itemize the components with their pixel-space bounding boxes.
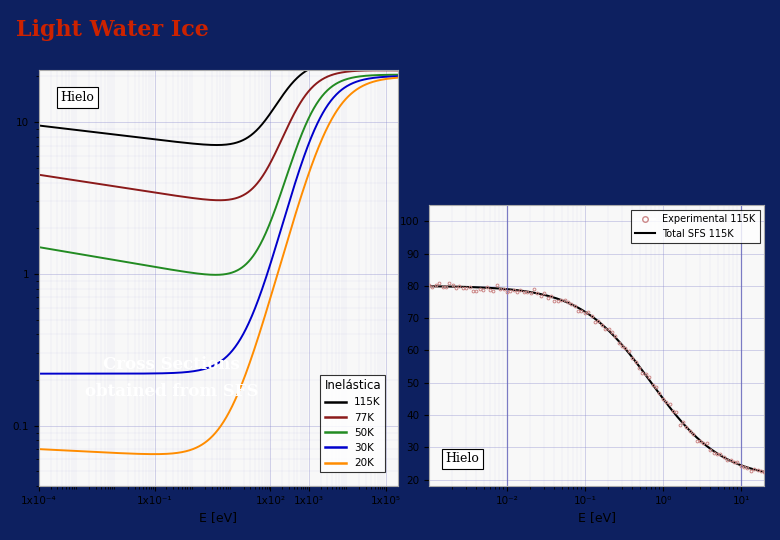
Experimental 115K	[628, 355, 637, 361]
77K	[56, 175, 66, 181]
115K	[307, 65, 316, 71]
30K	[393, 73, 402, 79]
115K	[212, 142, 222, 149]
50K	[264, 225, 273, 231]
77K	[264, 164, 273, 171]
115K	[56, 125, 66, 131]
X-axis label: E [eV]: E [eV]	[578, 511, 615, 524]
Experimental 115K	[760, 469, 769, 476]
20K	[56, 447, 66, 454]
Line: 115K: 115K	[39, 62, 398, 145]
Experimental 115K	[736, 463, 746, 470]
Total SFS 115K	[689, 431, 698, 437]
Text: Hielo: Hielo	[61, 91, 94, 104]
50K	[393, 71, 402, 78]
Experimental 115K	[424, 282, 434, 288]
20K	[393, 75, 402, 81]
115K	[393, 59, 402, 65]
77K	[377, 67, 386, 73]
30K	[34, 370, 44, 377]
20K	[307, 163, 316, 169]
Total SFS 115K	[659, 396, 668, 402]
30K	[343, 82, 353, 89]
77K	[344, 68, 353, 75]
77K	[34, 172, 44, 178]
Experimental 115K	[434, 280, 444, 287]
30K	[56, 370, 66, 377]
20K	[264, 302, 273, 309]
77K	[215, 197, 224, 204]
20K	[243, 365, 253, 372]
77K	[243, 189, 253, 195]
Legend: 115K, 77K, 50K, 30K, 20K: 115K, 77K, 50K, 30K, 20K	[321, 375, 385, 472]
Line: 20K: 20K	[39, 78, 398, 454]
Experimental 115K	[505, 287, 515, 294]
X-axis label: E [eV]: E [eV]	[200, 511, 237, 524]
20K	[344, 93, 353, 99]
115K	[264, 113, 273, 120]
Total SFS 115K	[487, 285, 496, 291]
Total SFS 115K	[775, 471, 780, 478]
30K	[307, 134, 316, 141]
50K	[243, 259, 253, 266]
115K	[354, 58, 363, 65]
Line: 30K: 30K	[39, 76, 398, 374]
115K	[34, 122, 44, 129]
30K	[243, 323, 252, 329]
50K	[211, 272, 220, 278]
Line: Total SFS 115K: Total SFS 115K	[429, 286, 780, 475]
77K	[253, 180, 262, 187]
50K	[307, 109, 316, 116]
50K	[56, 248, 66, 254]
50K	[34, 244, 44, 251]
20K	[34, 446, 44, 453]
Line: 77K: 77K	[39, 70, 398, 200]
Total SFS 115K	[424, 283, 434, 289]
Line: 50K: 50K	[39, 75, 398, 275]
30K	[263, 269, 272, 276]
115K	[253, 126, 262, 133]
115K	[243, 134, 253, 141]
Total SFS 115K	[515, 287, 524, 294]
Total SFS 115K	[583, 310, 593, 317]
20K	[150, 451, 159, 457]
50K	[344, 76, 353, 82]
30K	[252, 300, 261, 307]
77K	[307, 85, 316, 91]
Line: Experimental 115K: Experimental 115K	[427, 282, 766, 474]
Text: Light Water Ice: Light Water Ice	[16, 19, 208, 40]
20K	[253, 337, 262, 343]
50K	[253, 246, 262, 253]
Experimental 115K	[492, 282, 502, 289]
115K	[344, 58, 353, 65]
Text: Cross Sections
obtained from SFS: Cross Sections obtained from SFS	[85, 356, 258, 400]
Text: Hielo: Hielo	[446, 453, 480, 465]
Experimental 115K	[746, 468, 756, 475]
77K	[393, 67, 402, 73]
Legend: Experimental 115K, Total SFS 115K: Experimental 115K, Total SFS 115K	[631, 210, 760, 242]
Experimental 115K	[601, 326, 610, 332]
Total SFS 115K	[631, 359, 640, 365]
